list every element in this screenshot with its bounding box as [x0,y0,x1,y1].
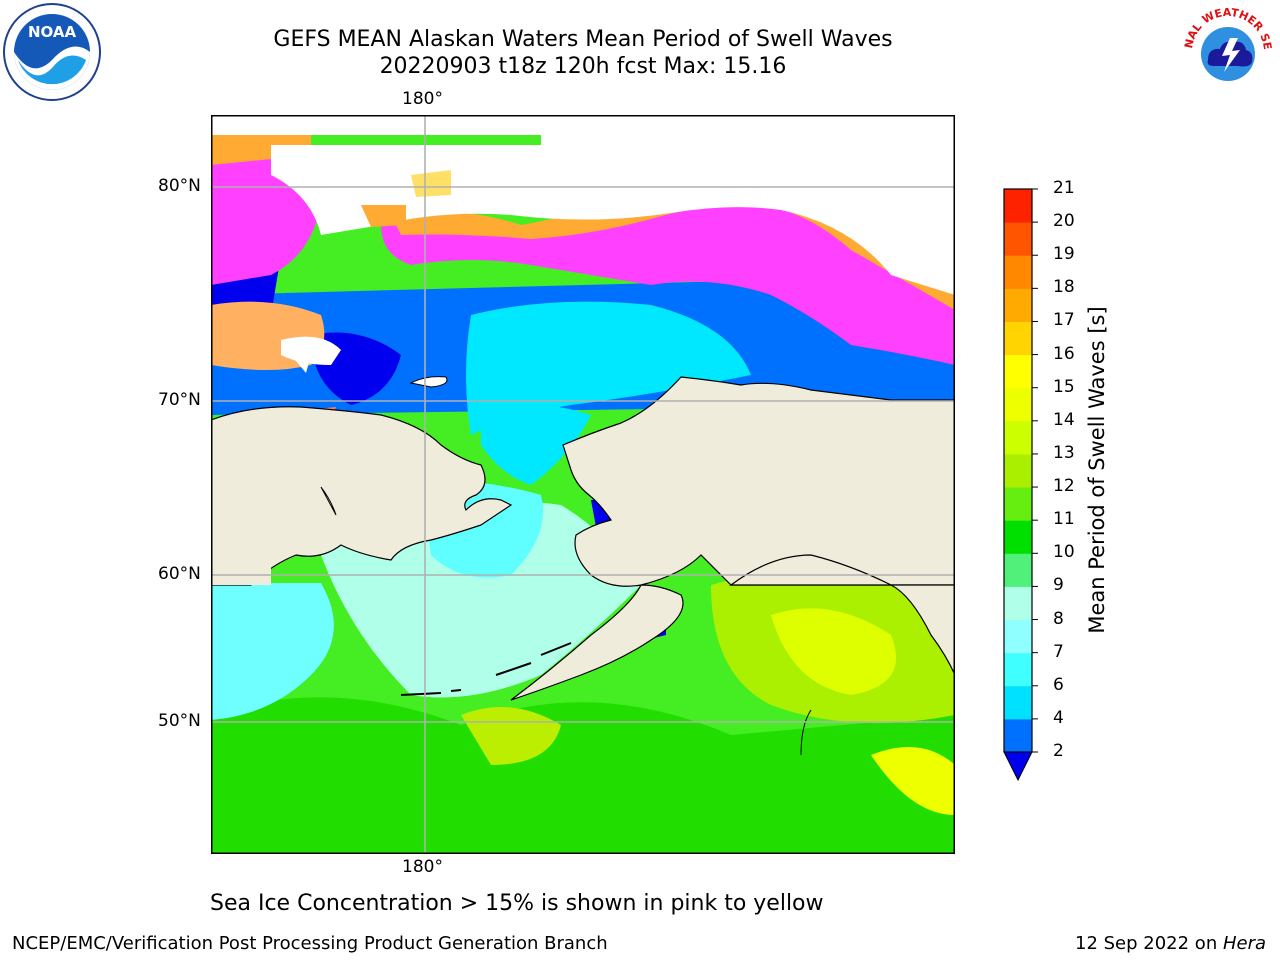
colorbar-tick-label: 2 [1053,741,1064,761]
footer-date: 12 Sep 2022 on Hera [1075,933,1266,954]
colorbar-band [1004,619,1032,654]
colorbar-band [1004,453,1032,488]
nws-logo-icon: NATIONAL WEATHER SERVICE [1178,2,1276,100]
colorbar-tick-label: 17 [1053,310,1075,331]
colorbar-band [1004,387,1032,422]
colorbar-tick-label: 10 [1053,542,1075,563]
lat-label-50: 50°N [158,711,201,731]
colorbar-tick-label: 13 [1053,442,1075,463]
colorbar-band [1004,520,1032,554]
colorbar-band [1004,321,1032,356]
colorbar-tick-label: 7 [1053,641,1064,662]
sea-ice-note: Sea Ice Concentration > 15% is shown in … [210,891,824,916]
colorbar-tick-label: 11 [1053,509,1075,530]
noaa-logo-icon: NOAA [3,3,101,101]
colorbar-band [1004,255,1032,289]
colorbar-tick-label: 8 [1053,608,1064,629]
map-panel [211,115,955,854]
lat-label-70: 70°N [158,390,201,410]
plot-title: GEFS MEAN Alaskan Waters Mean Period of … [273,27,893,52]
svg-text:NOAA: NOAA [28,23,77,41]
footer-machine: Hera [1222,933,1266,954]
colorbar-tick-label: 19 [1053,244,1075,265]
colorbar-tick-label: 16 [1053,343,1075,364]
alaska-land [510,376,955,701]
colorbar-tick-label: 21 [1053,178,1075,198]
colorbar-band [1004,288,1032,322]
colorbar-tick-label: 20 [1053,211,1075,232]
colorbar-under-arrow [1003,751,1033,782]
colorbar [1003,188,1038,782]
colorbar-band [1004,652,1032,687]
lon-label-top: 180° [402,89,443,109]
colorbar-tick-label: 4 [1053,707,1064,728]
colorbar-band [1004,586,1032,621]
colorbar-band [1004,189,1032,223]
colorbar-tick-label: 14 [1053,409,1075,430]
colorbar-tick-label: 12 [1053,476,1075,497]
colorbar-band [1004,487,1032,521]
colorbar-title: Mean Period of Swell Waves [s] [1085,306,1109,634]
colorbar-band [1004,685,1032,720]
lat-label-60: 60°N [158,564,201,584]
colorbar-band [1004,420,1032,455]
colorbar-band [1004,354,1032,389]
colorbar-band [1004,222,1032,256]
colorbar-tick-label: 9 [1053,575,1064,596]
footer-branch: NCEP/EMC/Verification Post Processing Pr… [12,933,608,954]
plot-subtitle: 20220903 t18z 120h fcst Max: 15.16 [379,54,787,79]
graticule [211,115,955,854]
lon-label-bottom: 180° [402,857,443,877]
lat-label-80: 80°N [158,176,201,196]
colorbar-band [1004,718,1032,753]
colorbar-tick-label: 15 [1053,376,1075,397]
colorbar-band [1004,553,1032,587]
siberia-land [211,406,513,586]
colorbar-tick-label: 6 [1053,674,1064,695]
footer-date-text: 12 Sep 2022 on [1075,933,1223,954]
colorbar-tick-label: 18 [1053,277,1075,298]
